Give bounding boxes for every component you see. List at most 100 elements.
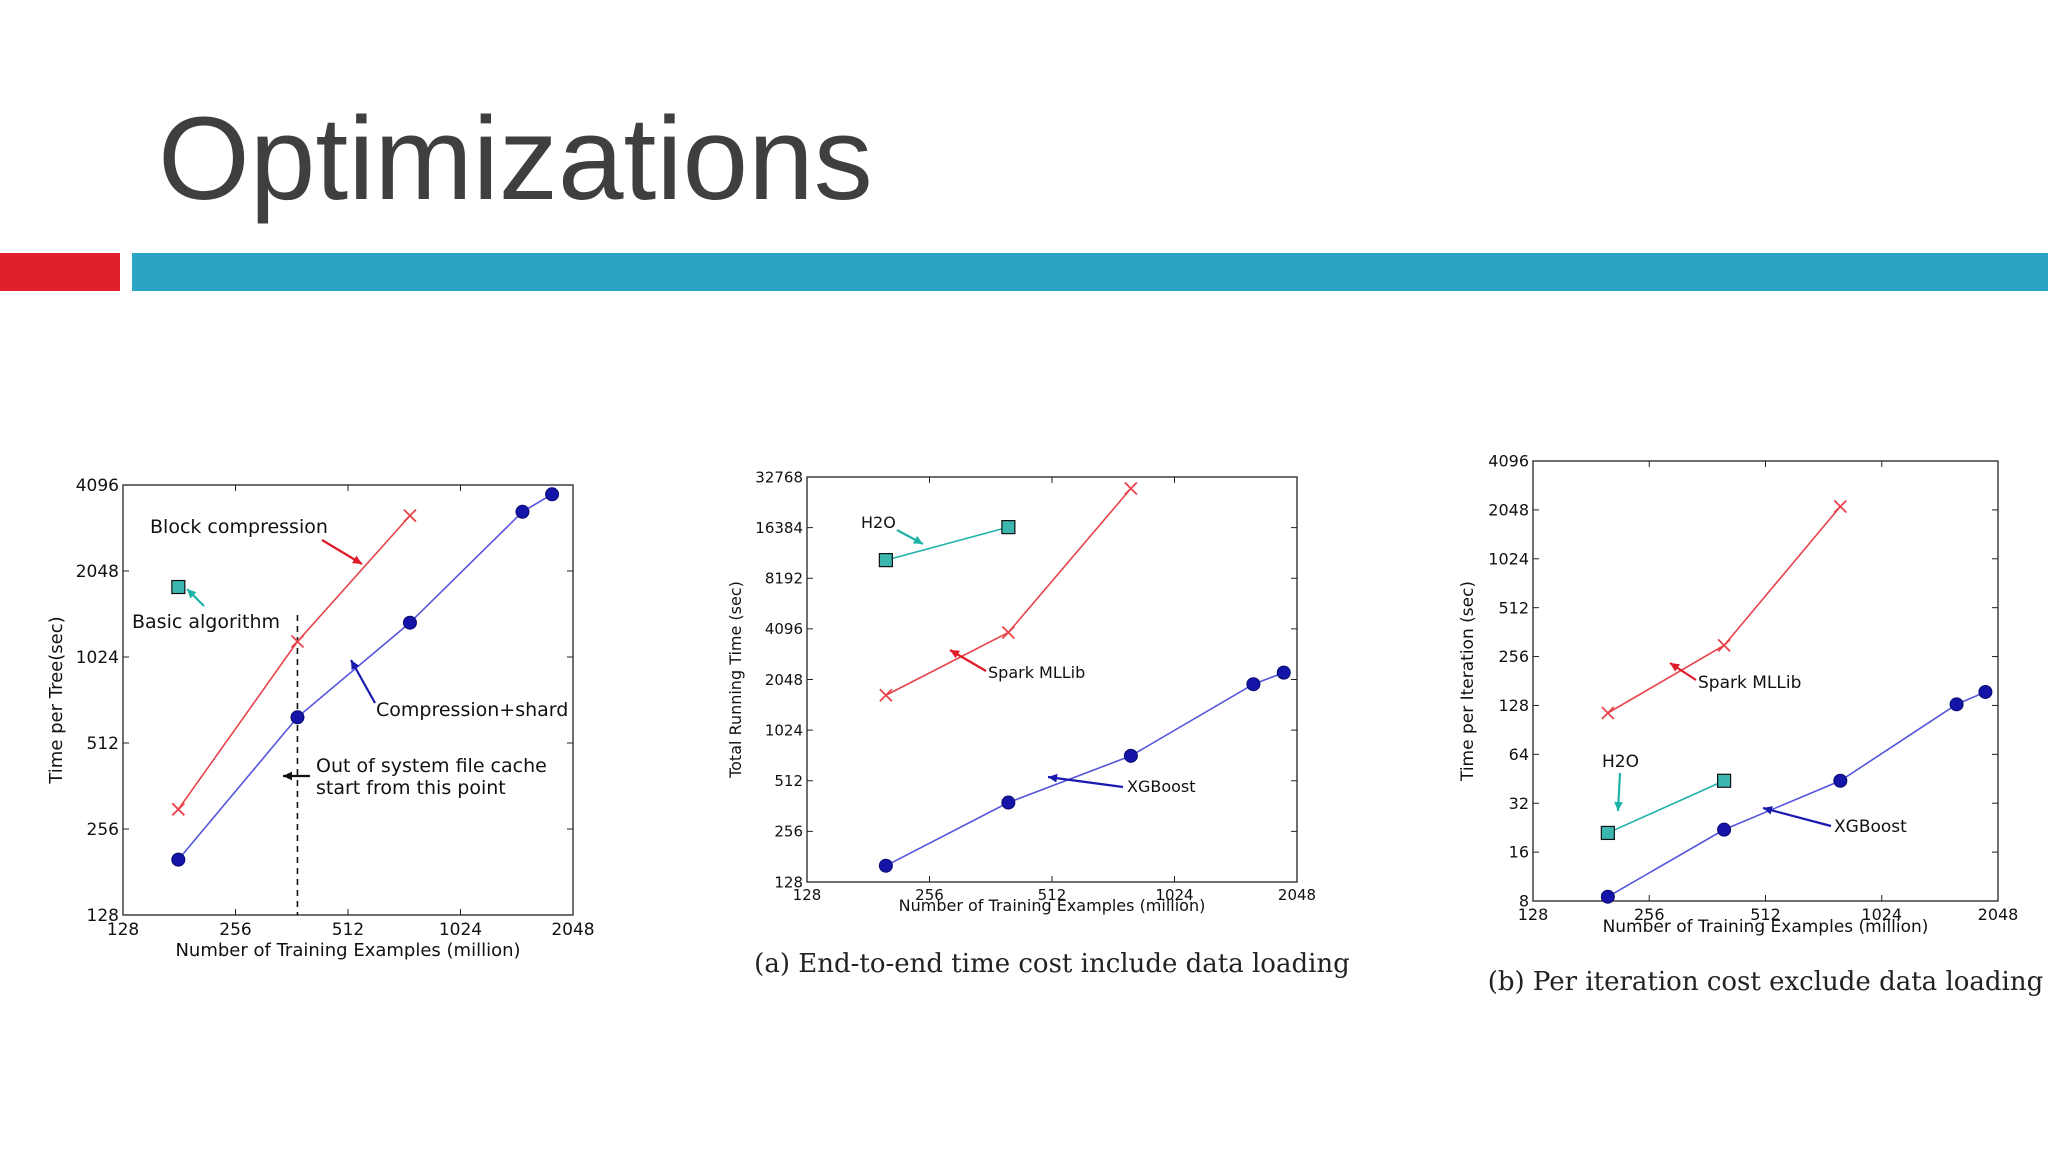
chart-caption: (a) End-to-end time cost include data lo…: [754, 949, 1350, 979]
data-point-block-compression: [171, 802, 185, 816]
annotation-arrowhead: [1763, 806, 1773, 815]
data-point-h2o: [1716, 773, 1732, 788]
chart-caption: (b) Per iteration cost exclude data load…: [1488, 967, 2044, 997]
x-axis-label: Number of Training Examples (million): [1603, 917, 1929, 937]
annotation-label: XGBoost: [1834, 817, 1907, 837]
data-point-block-compression: [403, 508, 417, 523]
chart-time-per-tree: 128 256 512 1024 2048 128 256 512 1024 2048 4096 Nu…: [46, 476, 595, 961]
data-point-h2o: [1001, 520, 1016, 535]
series-block-compression: [171, 508, 417, 816]
accent-bar-red: [0, 253, 120, 291]
series-spark-mllib: [1601, 499, 1847, 720]
data-point-compression-shard: [290, 710, 305, 725]
annotation-arrowhead: [187, 589, 197, 599]
y-tick-label: 512: [1498, 598, 1529, 617]
x-tick-label: 256: [1634, 905, 1665, 924]
y-axis-label: Total Running Time (sec): [726, 581, 745, 779]
data-point-spark-mllib: [879, 688, 893, 702]
data-point-xgboost: [1001, 795, 1016, 810]
plot-frame: [806, 476, 1298, 883]
annotation-label: Basic algorithm: [132, 611, 280, 633]
series-line: [1607, 780, 1725, 834]
y-tick-label: 32: [1509, 794, 1529, 813]
y-axis-label: Time per Iteration (sec): [1458, 581, 1478, 782]
y-tick-label: 8: [1519, 892, 1529, 911]
data-point-xgboost: [1949, 697, 1964, 712]
annotation-arrow: [1762, 806, 1832, 828]
annotation-arrowhead: [283, 771, 293, 781]
annotation-arrow: [1047, 775, 1124, 789]
x-tick-label: 512: [332, 920, 364, 940]
data-point-xgboost: [1978, 684, 1993, 699]
annotation-label: H2O: [1602, 752, 1639, 772]
y-tick-label: 1024: [765, 721, 803, 739]
x-tick-label: 512: [1038, 886, 1067, 904]
annotation-label: Block compression: [150, 516, 328, 538]
slide-title: Optimizations: [158, 93, 873, 225]
series-spark-mllib: [879, 481, 1138, 702]
annotation-label: Spark MLLib: [1698, 673, 1801, 693]
accent-bar-blue: [132, 253, 2048, 291]
y-axis-label: Time per Tree(sec): [46, 616, 67, 784]
y-tick-label: 256: [1498, 647, 1529, 666]
data-point-spark-mllib: [1717, 638, 1731, 653]
data-point-compression-shard: [171, 852, 186, 867]
data-point-xgboost: [1600, 889, 1615, 904]
y-tick-label: 2048: [76, 562, 119, 582]
y-tick-label: 16384: [755, 519, 803, 537]
annotation-label: H2O: [861, 513, 896, 532]
series-compression-shard: [171, 487, 560, 867]
y-tick-label: 2048: [765, 671, 803, 689]
data-point-spark-mllib: [1833, 499, 1847, 514]
y-tick-label: 1024: [1488, 549, 1529, 568]
annotation-label: Out of system file cache: [316, 755, 547, 777]
data-point-xgboost: [1833, 773, 1848, 788]
data-point-xgboost: [1717, 822, 1732, 837]
x-tick-label: 1024: [439, 920, 482, 940]
x-tick-label: 128: [793, 886, 822, 904]
y-tick-label: 128: [774, 873, 803, 891]
x-tick-label: 2048: [1978, 905, 2019, 924]
y-tick-label: 512: [87, 734, 119, 754]
series-xgboost: [1600, 684, 1993, 904]
data-point-xgboost: [1276, 665, 1291, 680]
data-point-xgboost: [1123, 748, 1138, 763]
y-tick-label: 256: [774, 823, 803, 841]
x-axis-label: Number of Training Examples (million): [175, 940, 520, 961]
data-point-h2o: [878, 553, 893, 568]
series-line: [885, 526, 1009, 561]
series-xgboost: [878, 665, 1291, 873]
y-tick-label: 128: [87, 906, 119, 926]
annotation-arrowhead: [1048, 773, 1058, 783]
x-tick-label: 128: [107, 920, 139, 940]
y-tick-label: 1024: [76, 648, 119, 668]
data-point-compression-shard: [545, 487, 560, 502]
data-point-basic-algorithm: [171, 579, 186, 595]
annotation-arrowhead: [950, 650, 960, 659]
annotation-arrowhead: [913, 535, 923, 544]
y-tick-label: 8192: [765, 570, 803, 588]
annotation-label: XGBoost: [1127, 777, 1196, 796]
annotation-arrowhead: [1670, 663, 1680, 672]
annotation-label: Compression+shard: [376, 699, 568, 721]
series-h2o: [878, 520, 1016, 568]
annotation-arrowhead: [1614, 801, 1623, 811]
x-tick-label: 2048: [1278, 886, 1316, 904]
data-point-compression-shard: [402, 615, 417, 630]
y-tick-label: 32768: [755, 468, 803, 486]
series-basic-algorithm: [171, 579, 186, 595]
y-tick-label: 512: [774, 772, 803, 790]
chart-end-to-end-time: 128 256 512 1024 2048 128 256 512 1024 2048 4096 81…: [726, 468, 1350, 979]
series-h2o: [1600, 773, 1732, 841]
x-axis-label: Number of Training Examples (million): [899, 896, 1206, 915]
y-tick-label: 4096: [765, 620, 803, 638]
data-point-xgboost: [1246, 677, 1261, 692]
data-point-spark-mllib: [1601, 706, 1615, 720]
y-tick-label: 128: [1498, 696, 1529, 715]
data-point-block-compression: [290, 634, 305, 649]
annotation-label: Spark MLLib: [988, 663, 1085, 682]
data-point-h2o: [1600, 825, 1615, 841]
x-tick-label: 2048: [551, 920, 594, 940]
data-point-compression-shard: [515, 504, 530, 519]
y-tick-label: 2048: [1488, 500, 1529, 519]
